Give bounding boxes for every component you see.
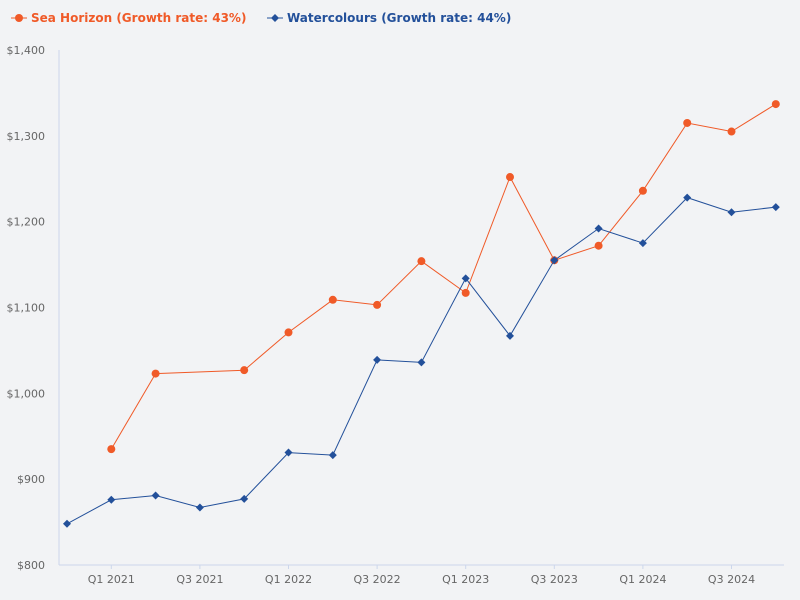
y-tick-label: $800 [17, 559, 45, 572]
legend-label: Sea Horizon (Growth rate: 43%) [31, 11, 246, 25]
data-point [638, 186, 647, 195]
data-point [506, 331, 514, 340]
data-point [638, 239, 647, 248]
data-point [594, 224, 603, 233]
data-point [240, 366, 249, 375]
x-tick-label: Q1 2023 [442, 573, 489, 586]
data-point [550, 256, 559, 265]
data-point [771, 100, 780, 109]
legend-label: Watercolours (Growth rate: 44%) [287, 11, 511, 25]
x-tick-label: Q1 2024 [619, 573, 666, 586]
x-tick-label: Q3 2024 [708, 573, 755, 586]
y-tick-label: $900 [17, 473, 45, 486]
data-point [417, 358, 426, 367]
x-axis-ticks: Q1 2021 Q3 2021 Q1 2022 Q3 2022 Q1 2023 Q3 20… [88, 565, 755, 586]
data-point [727, 127, 736, 136]
data-point [240, 494, 249, 503]
y-tick-label: $1,000 [7, 387, 46, 400]
legend-item[interactable]: Sea Horizon (Growth rate: 43%) [11, 11, 246, 25]
series-sea-horizon [107, 100, 780, 454]
data-point [683, 193, 692, 202]
data-point [328, 451, 337, 460]
data-point [107, 495, 116, 504]
series-layer [63, 100, 780, 528]
data-point [373, 355, 382, 364]
x-tick-label: Q3 2022 [354, 573, 401, 586]
data-point [417, 257, 426, 266]
data-point [594, 241, 603, 250]
x-tick-label: Q3 2023 [531, 573, 578, 586]
data-point [151, 369, 160, 378]
data-point [284, 448, 293, 457]
data-point [506, 173, 514, 182]
x-tick-label: Q1 2021 [88, 573, 135, 586]
legend-item[interactable]: Watercolours (Growth rate: 44%) [267, 11, 511, 25]
data-point [328, 295, 337, 304]
legend-marker-icon [15, 14, 23, 22]
data-point [107, 445, 116, 454]
y-tick-label: $1,300 [7, 130, 46, 143]
data-point [151, 491, 160, 500]
y-axis-ticks: $800 $900 $1,000 $1,100 $1,200 $1,300 $1,400 [7, 44, 46, 572]
data-point [195, 503, 204, 512]
x-tick-label: Q1 2022 [265, 573, 312, 586]
data-point [771, 203, 780, 212]
legend-marker-icon [271, 14, 279, 22]
data-point [461, 288, 470, 297]
x-tick-label: Q3 2021 [176, 573, 223, 586]
series-watercolours [63, 193, 780, 528]
data-point [727, 208, 736, 217]
data-point [461, 274, 470, 283]
data-point [63, 519, 71, 528]
y-tick-label: $1,200 [7, 216, 46, 229]
y-tick-label: $1,100 [7, 302, 46, 315]
data-point [284, 328, 293, 337]
series-line [110, 103, 777, 450]
legend: Sea Horizon (Growth rate: 43%) Watercolou… [11, 11, 511, 25]
y-tick-label: $1,400 [7, 44, 46, 57]
axes [58, 50, 784, 566]
data-point [373, 300, 382, 309]
data-point [683, 118, 692, 127]
